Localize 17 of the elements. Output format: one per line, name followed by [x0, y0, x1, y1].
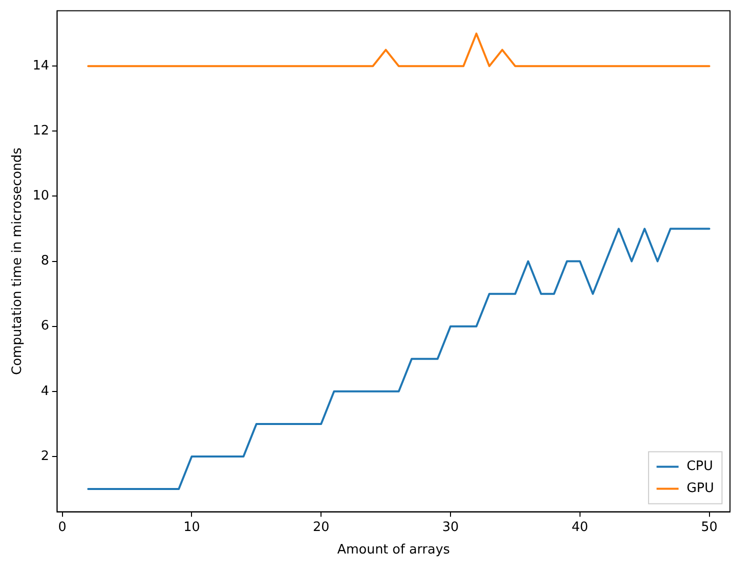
y-tick-label: 2 — [40, 448, 50, 464]
legend-label: GPU — [686, 481, 714, 496]
x-tick-label: 10 — [183, 520, 200, 535]
x-tick-label: 50 — [701, 520, 718, 535]
y-tick-label: 6 — [40, 318, 50, 334]
x-tick-label: 40 — [572, 520, 588, 535]
y-tick-label: 12 — [32, 124, 50, 139]
y-tick-label: 4 — [40, 384, 50, 399]
x-tick-label: 30 — [442, 520, 459, 535]
y-tick-label: 8 — [40, 254, 50, 269]
y-tick-label: 10 — [32, 188, 50, 204]
y-axis-title: Computation time in microseconds — [10, 147, 26, 375]
y-tick-label: 14 — [32, 58, 50, 74]
x-axis-title: Amount of arrays — [337, 542, 450, 558]
legend-label: CPU — [686, 459, 714, 474]
x-tick-label: 0 — [58, 520, 66, 535]
x-tick-label: 20 — [312, 520, 330, 535]
